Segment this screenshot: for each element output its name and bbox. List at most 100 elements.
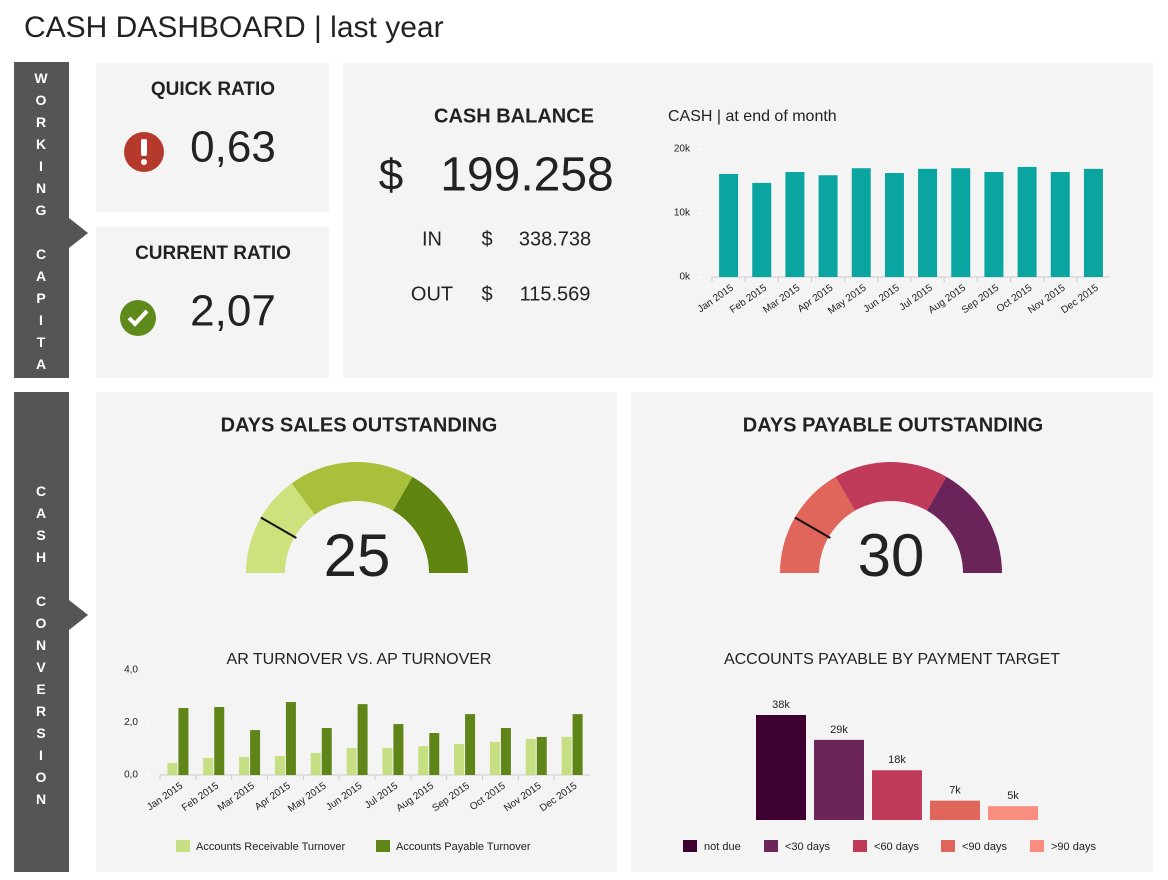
gauge-band [835,462,947,511]
legend-swatch [941,840,955,852]
currency: $ [379,151,403,200]
bar [178,708,189,775]
bar [465,714,476,775]
alert-icon [124,132,164,172]
bar [429,733,440,775]
value-label: 29k [830,724,848,736]
bar [357,704,368,775]
value-label: 5k [1007,790,1019,802]
value-label: 38k [772,699,790,711]
bar [984,172,1004,277]
bar [752,182,772,277]
legend-label: <30 days [785,841,830,853]
bar [310,752,321,775]
section-label: WORKING CAPITAL [33,70,49,400]
kpi-value: 0,63 [190,123,276,172]
bar [572,714,583,775]
bar [250,730,261,775]
currency: $ [481,228,492,250]
bar [814,739,864,820]
bar [1050,172,1070,277]
y-tick-label: 0k [679,272,691,283]
bar [167,762,178,775]
kpi-label: CURRENT RATIO [135,243,291,264]
bar [285,702,296,775]
bar [346,747,357,775]
cash-balance-label: CASH BALANCE [434,105,594,127]
legend-label: <60 days [874,841,919,853]
legend-swatch [1030,840,1044,852]
bar [756,715,806,820]
gauge-needle [794,516,831,539]
bar [1017,166,1037,277]
legend-swatch [176,840,190,852]
bar [851,168,871,277]
flow-label: OUT [411,283,453,305]
legend-swatch [764,840,778,852]
bar [872,770,922,820]
bar [500,728,511,775]
gauge-needle [260,516,297,539]
gauge-band [780,476,855,573]
legend-label: not due [704,841,741,853]
chart-title: AR TURNOVER VS. AP TURNOVER [227,651,492,668]
chart-title: DAYS SALES OUTSTANDING [221,414,498,436]
bar [561,736,572,775]
currency: $ [481,283,492,305]
bar [1083,168,1103,277]
section-strip [14,392,69,872]
bar [393,724,404,775]
legend-label: Accounts Receivable Turnover [196,841,346,853]
bar [785,172,805,277]
bar [489,741,500,775]
chart-title: DAYS PAYABLE OUTSTANDING [743,414,1043,436]
flow-value: 115.569 [520,283,591,305]
y-tick-label: 4,0 [124,665,138,676]
kpi-value: 2,07 [190,287,276,336]
legend-swatch [683,840,697,852]
legend-swatch [853,840,867,852]
bar [918,168,938,277]
bar [525,739,536,775]
bar [239,756,250,775]
flow-label: IN [422,228,442,250]
y-tick-label: 20k [674,144,691,155]
kpi-label: QUICK RATIO [151,79,275,100]
bar [930,800,980,820]
bar [884,173,904,277]
page-title: CASH DASHBOARD | last year [24,11,444,44]
section-arrow [69,218,88,248]
gauge-value: 25 [324,522,391,589]
bar [203,757,214,775]
bar [951,168,971,277]
check-icon [120,300,156,336]
gauge-value: 30 [858,522,925,589]
value-label: 18k [888,754,906,766]
bar [536,736,547,775]
bar [719,173,739,277]
section-arrow [69,600,88,630]
bar [274,756,285,775]
gauge-band [393,476,468,573]
bar [418,746,429,775]
bar [454,744,465,775]
y-tick-label: 0,0 [124,770,138,781]
legend-label: >90 days [1051,841,1096,853]
chart-title: ACCOUNTS PAYABLE BY PAYMENT TARGET [724,651,1060,668]
y-tick-label: 10k [674,208,691,219]
bar [321,728,332,775]
cash-balance-value: 199.258 [440,149,614,202]
section-label: CASH CONVERSION [33,483,49,813]
legend-swatch [376,840,390,852]
bar [818,175,838,277]
bar [214,707,225,775]
gauge-band [291,462,413,515]
legend-label: <90 days [962,841,1007,853]
chart-title: CASH | at end of month [668,108,837,125]
y-tick-label: 2,0 [124,717,138,728]
value-label: 7k [949,785,961,797]
flow-value: 338.738 [519,228,591,250]
section-strip [14,62,69,378]
